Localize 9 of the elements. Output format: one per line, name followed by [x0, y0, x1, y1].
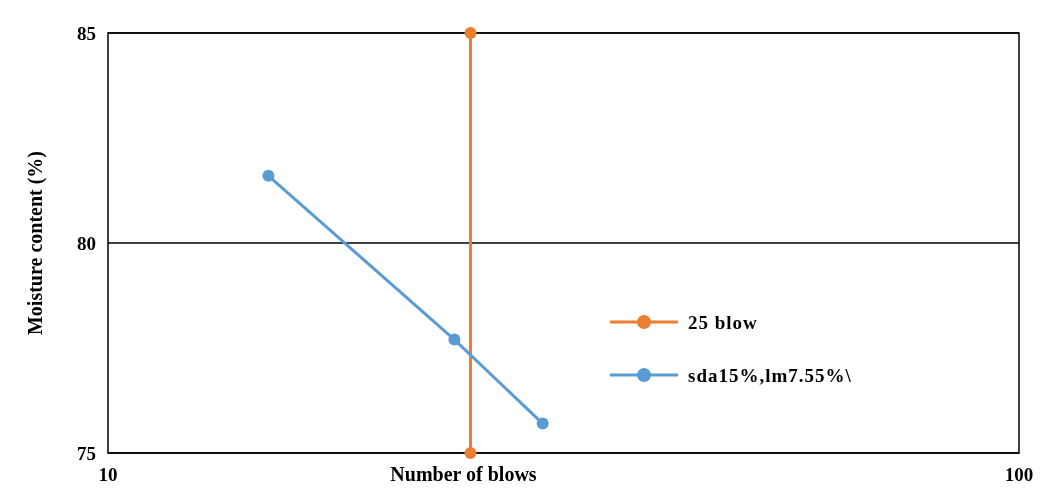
- y-tick-label: 85: [77, 22, 96, 44]
- y-tick-label: 75: [77, 442, 96, 464]
- y-tick-label: 80: [77, 232, 96, 254]
- y-axis-title: Moisture content (%): [24, 150, 47, 336]
- x-tick-label: 100: [1004, 464, 1034, 485]
- legend-label: sda15%,lm7.55%\: [688, 364, 852, 386]
- x-axis-title: Number of blows: [390, 463, 537, 485]
- x-tick-label: 10: [98, 464, 118, 485]
- legend-label: 25 blow: [688, 311, 758, 333]
